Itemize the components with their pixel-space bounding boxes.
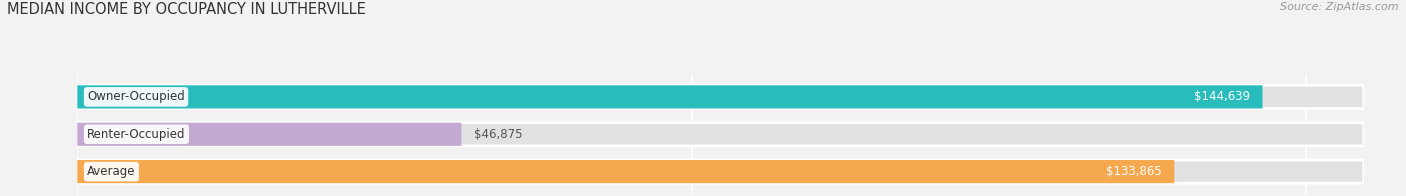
FancyBboxPatch shape <box>77 123 1364 146</box>
FancyBboxPatch shape <box>77 123 461 146</box>
FancyBboxPatch shape <box>77 160 1364 183</box>
Text: $46,875: $46,875 <box>474 128 522 141</box>
Text: Source: ZipAtlas.com: Source: ZipAtlas.com <box>1281 2 1399 12</box>
Text: $133,865: $133,865 <box>1107 165 1161 178</box>
FancyBboxPatch shape <box>77 85 1263 108</box>
Text: MEDIAN INCOME BY OCCUPANCY IN LUTHERVILLE: MEDIAN INCOME BY OCCUPANCY IN LUTHERVILL… <box>7 2 366 17</box>
Text: $144,639: $144,639 <box>1194 90 1250 103</box>
Text: Renter-Occupied: Renter-Occupied <box>87 128 186 141</box>
FancyBboxPatch shape <box>77 85 1364 108</box>
Text: Average: Average <box>87 165 135 178</box>
Text: Owner-Occupied: Owner-Occupied <box>87 90 186 103</box>
FancyBboxPatch shape <box>77 160 1174 183</box>
